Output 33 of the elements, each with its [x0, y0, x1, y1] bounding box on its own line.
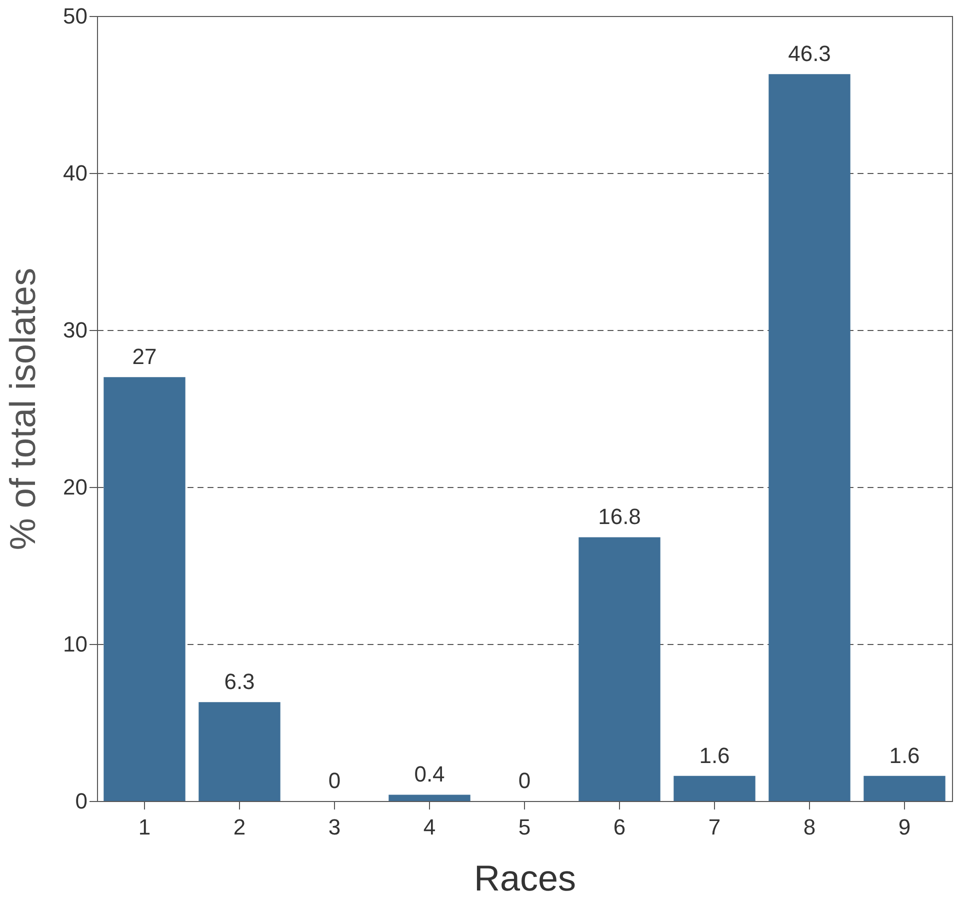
bar: [674, 776, 756, 801]
data-label: 16.8: [598, 504, 641, 530]
x-tick-label: 2: [233, 814, 246, 840]
data-label: 6.3: [224, 669, 255, 694]
bar: [578, 537, 660, 801]
data-label: 0: [328, 768, 341, 793]
x-tick-label: 6: [613, 814, 626, 840]
y-tick-label: 20: [63, 474, 88, 500]
data-label: 1.6: [889, 742, 920, 768]
x-tick-label: 8: [803, 814, 816, 840]
data-label: 0.4: [414, 762, 445, 787]
x-axis-title: Races: [474, 858, 576, 898]
y-tick-label: 0: [75, 788, 88, 814]
bar: [768, 74, 850, 801]
bar: [864, 776, 946, 801]
bar: [198, 702, 280, 801]
x-tick-label: 5: [518, 814, 531, 840]
x-tick-label: 4: [423, 814, 436, 840]
data-label: 1.6: [699, 742, 730, 768]
data-label: 46.3: [788, 41, 831, 66]
bar: [388, 794, 470, 801]
x-tick-label: 7: [708, 814, 721, 840]
data-label: 27: [132, 344, 157, 370]
y-tick-label: 40: [63, 160, 88, 186]
y-tick-label: 10: [63, 632, 88, 656]
data-label: 0: [518, 768, 531, 793]
y-tick-label: 50: [63, 4, 88, 28]
x-tick-label: 3: [328, 814, 341, 840]
x-tick-label: 9: [898, 814, 911, 840]
y-axis-title: % of total isolates: [2, 268, 44, 550]
y-tick-label: 30: [63, 318, 88, 342]
x-tick-label: 1: [138, 814, 151, 840]
bar: [104, 377, 186, 801]
